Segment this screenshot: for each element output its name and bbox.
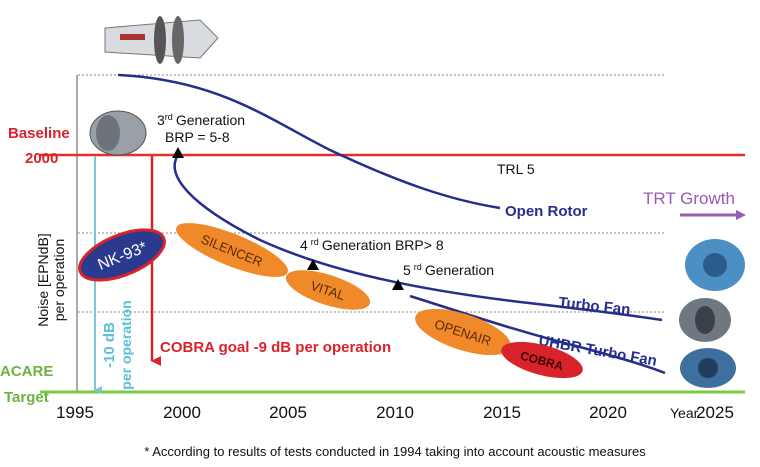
x-tick-label: 1995 [56, 403, 94, 422]
gen3-brp: BRP = 5-8 [165, 129, 230, 145]
gen5-sup: rd [414, 262, 422, 272]
curve-label: Turbo Fan [558, 294, 632, 318]
x-tick-label: 2005 [269, 403, 307, 422]
target-label: ACARE [0, 363, 53, 380]
x-tick-label: 2025 [696, 403, 734, 422]
gen5-text: Generation [425, 262, 494, 278]
y-axis-label: Noise [EPNdB] [35, 233, 51, 326]
x-tick-label: 2015 [483, 403, 521, 422]
footnote: * According to results of tests conducte… [144, 444, 646, 459]
baseline-label: Baseline [8, 125, 70, 142]
gen4-number: 4 [300, 237, 308, 253]
gen3-text: Generation [176, 112, 245, 128]
cobra-goal-label: COBRA goal -9 dB per operation [160, 339, 391, 356]
reduction-sub: per operation [118, 300, 134, 389]
x-unit-label: Year [670, 405, 699, 421]
milestone-marker [172, 147, 184, 158]
future-engine-images [679, 239, 745, 388]
gen3-sup: rd [165, 112, 173, 122]
reduction-label: -10 dB [101, 322, 118, 368]
project-badge: NK-93* [73, 220, 171, 291]
x-tick-label: 2000 [163, 403, 201, 422]
target-sub: Target [4, 389, 49, 406]
baseline-year: 2000 [25, 150, 58, 167]
x-tick-label: 2010 [376, 403, 414, 422]
x-tick-label: 2020 [589, 403, 627, 422]
gen3-number: 3 [157, 112, 165, 128]
trl-label: TRL 5 [497, 161, 535, 177]
turbofan-engine-image [90, 111, 146, 155]
curve-label: Open Rotor [505, 203, 588, 220]
gen4-text: Generation BRP> 8 [322, 237, 444, 253]
y-axis-label: per operation [51, 239, 67, 322]
trt-label: TRT Growth [643, 189, 735, 208]
project-badge: OPENAIR [410, 299, 516, 364]
project-badge: VITAL [282, 262, 375, 318]
open-rotor-engine-image [105, 16, 218, 64]
diagram: Baseline 2000 ACARE Target Noise [EPNdB]… [0, 0, 760, 467]
gen5-number: 5 [403, 262, 411, 278]
gen4-sup: rd [311, 237, 319, 247]
